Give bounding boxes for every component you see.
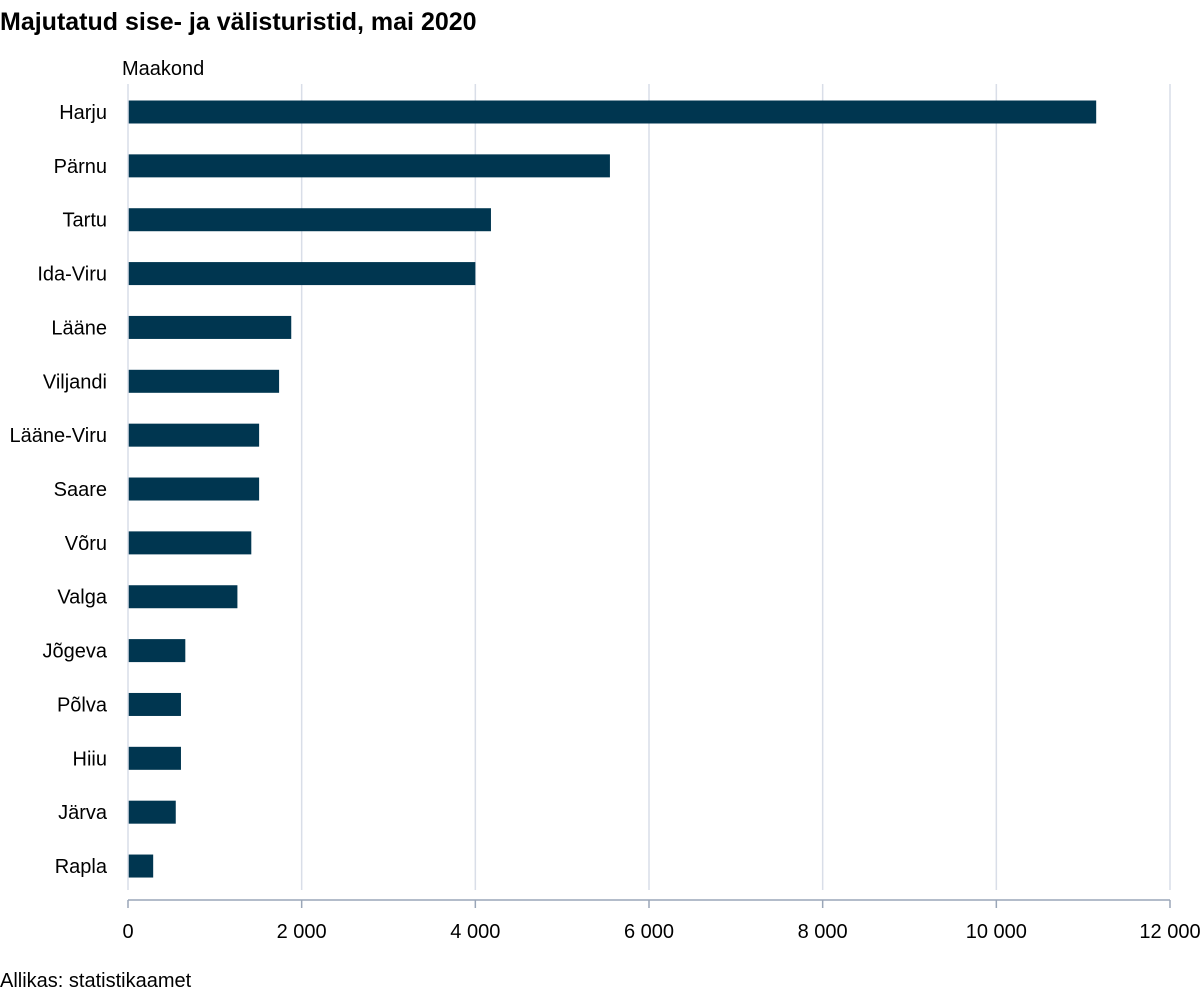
category-label: Saare — [54, 479, 107, 501]
category-label: Valga — [57, 587, 108, 609]
bar-põlva — [128, 692, 181, 716]
category-axis-title: Maakond — [122, 58, 204, 80]
bar-lääne-viru — [128, 423, 260, 447]
bar-harju — [128, 100, 1097, 124]
x-tick-label: 2 000 — [277, 921, 327, 943]
bar-pärnu — [128, 154, 610, 178]
category-label: Järva — [58, 802, 108, 824]
x-tick-label: 0 — [122, 921, 133, 943]
bar-hiiu — [128, 746, 181, 770]
category-label: Harju — [59, 102, 107, 124]
grid-layer — [300, 84, 1171, 890]
category-label: Viljandi — [43, 371, 107, 393]
bar-rapla — [128, 854, 154, 878]
category-label: Tartu — [63, 210, 107, 232]
category-label: Ida-Viru — [37, 264, 107, 286]
axis-layer: 0 2 000 4 000 6 000 8 000 10 000 12 000 Harju Pä… — [10, 84, 1200, 943]
bar-järva — [128, 800, 176, 824]
bar-lääne — [128, 315, 292, 339]
x-tick-label: 6 000 — [624, 921, 674, 943]
bar-jõgeva — [128, 639, 186, 663]
bar-võru — [128, 531, 252, 555]
bar-saare — [128, 477, 260, 501]
bar-viljandi — [128, 369, 280, 393]
category-label: Lääne — [51, 317, 107, 339]
category-label: Lääne-Viru — [10, 425, 107, 447]
category-label: Võru — [65, 533, 107, 555]
category-label: Pärnu — [54, 156, 107, 178]
x-tick-label: 4 000 — [450, 921, 500, 943]
category-label: Rapla — [55, 856, 108, 878]
bar-layer — [128, 100, 1097, 878]
category-label: Põlva — [57, 694, 108, 716]
bar-ida-viru — [128, 262, 476, 286]
x-tick-label: 12 000 — [1139, 921, 1200, 943]
category-label: Hiiu — [73, 748, 107, 770]
chart-title: Majutatud sise- ja välisturistid, mai 20… — [0, 8, 477, 36]
source-note: Allikas: statistikaamet — [0, 970, 192, 992]
bar-valga — [128, 585, 238, 609]
bar-tartu — [128, 208, 491, 232]
x-tick-label: 10 000 — [966, 921, 1027, 943]
x-tick-label: 8 000 — [798, 921, 848, 943]
category-label: Jõgeva — [43, 641, 108, 663]
